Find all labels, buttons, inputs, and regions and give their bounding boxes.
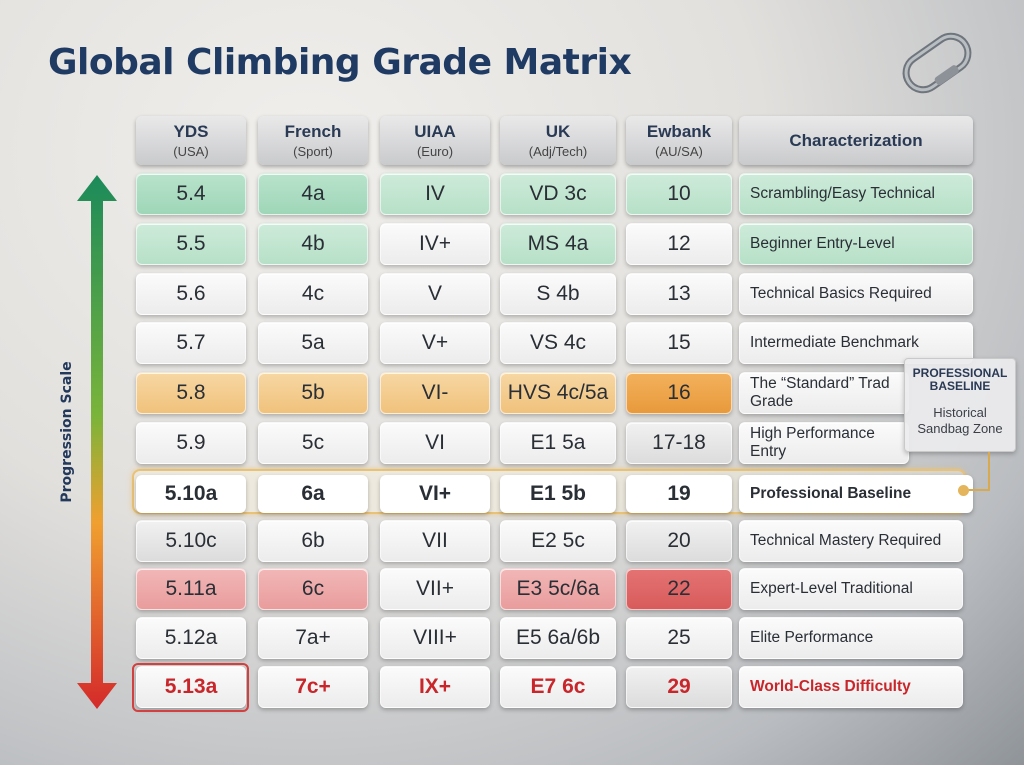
grade-cell-yds: 5.9 [136,422,246,464]
header-sublabel: (Adj/Tech) [528,144,588,159]
callout-note: Historical Sandbag Zone [917,405,1003,436]
grade-cell-yds: 5.10a [136,475,246,513]
grade-cell-yds: 5.10c [136,520,246,562]
grade-cell-ewbank: 22 [626,568,732,610]
grade-cell-uiaa: IV [380,173,490,215]
grade-cell-french: 5a [258,322,368,364]
grade-cell-french: 4b [258,223,368,265]
grade-cell-yds: 5.11a [136,568,246,610]
grade-cell-uk: E1 5a [500,422,616,464]
callout-box: PROFESSIONAL BASELINE Historical Sandbag… [904,358,1016,452]
grade-cell-ewbank: 25 [626,617,732,659]
extreme-grade-frame [132,663,249,712]
grade-cell-ewbank: 19 [626,475,732,513]
grade-cell-ewbank: 15 [626,322,732,364]
callout-title: PROFESSIONAL BASELINE [912,366,1008,393]
grade-cell-french: 7a+ [258,617,368,659]
header-label: French [284,122,342,141]
grade-cell-ewbank: 20 [626,520,732,562]
callout-connector [966,452,990,491]
grade-cell-uk: E5 6a/6b [500,617,616,659]
grade-cell-yds: 5.12a [136,617,246,659]
carabiner-icon [902,32,972,94]
grade-cell-ewbank: 10 [626,173,732,215]
grade-cell-characterization: Beginner Entry-Level [739,223,973,265]
header-label: YDS [173,122,209,141]
grade-cell-uk: E3 5c/6a [500,568,616,610]
header-label: UIAA [414,122,456,141]
grade-cell-uiaa: VI [380,422,490,464]
grade-cell-uk: S 4b [500,273,616,315]
grade-cell-uiaa: VII [380,520,490,562]
grade-cell-characterization: Technical Mastery Required [739,520,963,562]
grade-cell-characterization: High Performance Entry [739,422,909,464]
header-sublabel: (USA) [173,144,209,159]
grade-cell-characterization: Scrambling/Easy Technical [739,173,973,215]
grade-cell-yds: 5.8 [136,372,246,414]
grade-cell-french: 5c [258,422,368,464]
header-sublabel: (Sport) [293,144,333,159]
grade-cell-uk: E1 5b [500,475,616,513]
grade-cell-yds: 5.13a [136,666,246,708]
grade-cell-uk: E2 5c [500,520,616,562]
grade-cell-characterization: Intermediate Benchmark [739,322,973,364]
header-uk: UK (Adj/Tech) [500,116,616,165]
grade-cell-characterization: Professional Baseline [739,475,973,513]
header-label: Characterization [789,130,923,150]
progression-arrow-icon [77,175,117,709]
grade-cell-french: 5b [258,372,368,414]
grade-cell-uk: E7 6c [500,666,616,708]
header-yds: YDS (USA) [136,116,246,165]
grade-cell-uiaa: VI+ [380,475,490,513]
progression-scale-label: Progression Scale [59,361,75,503]
grade-cell-french: 6c [258,568,368,610]
grade-cell-uiaa: IX+ [380,666,490,708]
header-characterization: Characterization [739,116,973,165]
grade-cell-uiaa: VI- [380,372,490,414]
grade-cell-uk: MS 4a [500,223,616,265]
header-sublabel: (Euro) [416,144,454,159]
grade-cell-characterization: The “Standard” Trad Grade [739,372,909,414]
grade-cell-characterization: Technical Basics Required [739,273,973,315]
header-uiaa: UIAA (Euro) [380,116,490,165]
grade-cell-ewbank: 12 [626,223,732,265]
grade-cell-uiaa: V [380,273,490,315]
header-ewbank: Ewbank (AU/SA) [626,116,732,165]
grade-cell-french: 4a [258,173,368,215]
grade-cell-ewbank: 13 [626,273,732,315]
grade-cell-uiaa: VII+ [380,568,490,610]
grade-cell-french: 7c+ [258,666,368,708]
grade-cell-yds: 5.4 [136,173,246,215]
page-title: Global Climbing Grade Matrix [48,42,632,83]
grade-cell-characterization: Expert-Level Traditional [739,568,963,610]
header-sublabel: (AU/SA) [655,144,703,159]
grade-cell-ewbank: 16 [626,372,732,414]
grade-cell-ewbank: 29 [626,666,732,708]
grade-cell-uiaa: IV+ [380,223,490,265]
grade-cell-yds: 5.6 [136,273,246,315]
grade-cell-characterization: World-Class Difficulty [739,666,963,708]
callout-anchor-dot [958,485,969,496]
grade-cell-french: 4c [258,273,368,315]
grade-cell-yds: 5.7 [136,322,246,364]
grade-cell-uk: VD 3c [500,173,616,215]
grade-cell-french: 6a [258,475,368,513]
header-french: French (Sport) [258,116,368,165]
grade-cell-characterization: Elite Performance [739,617,963,659]
grade-cell-uk: HVS 4c/5a [500,372,616,414]
header-label: UK [545,122,571,141]
grade-cell-uiaa: V+ [380,322,490,364]
grade-cell-french: 6b [258,520,368,562]
header-label: Ewbank [646,122,712,141]
grade-cell-ewbank: 17-18 [626,422,732,464]
grade-cell-yds: 5.5 [136,223,246,265]
grade-cell-uiaa: VIII+ [380,617,490,659]
grade-cell-uk: VS 4c [500,322,616,364]
